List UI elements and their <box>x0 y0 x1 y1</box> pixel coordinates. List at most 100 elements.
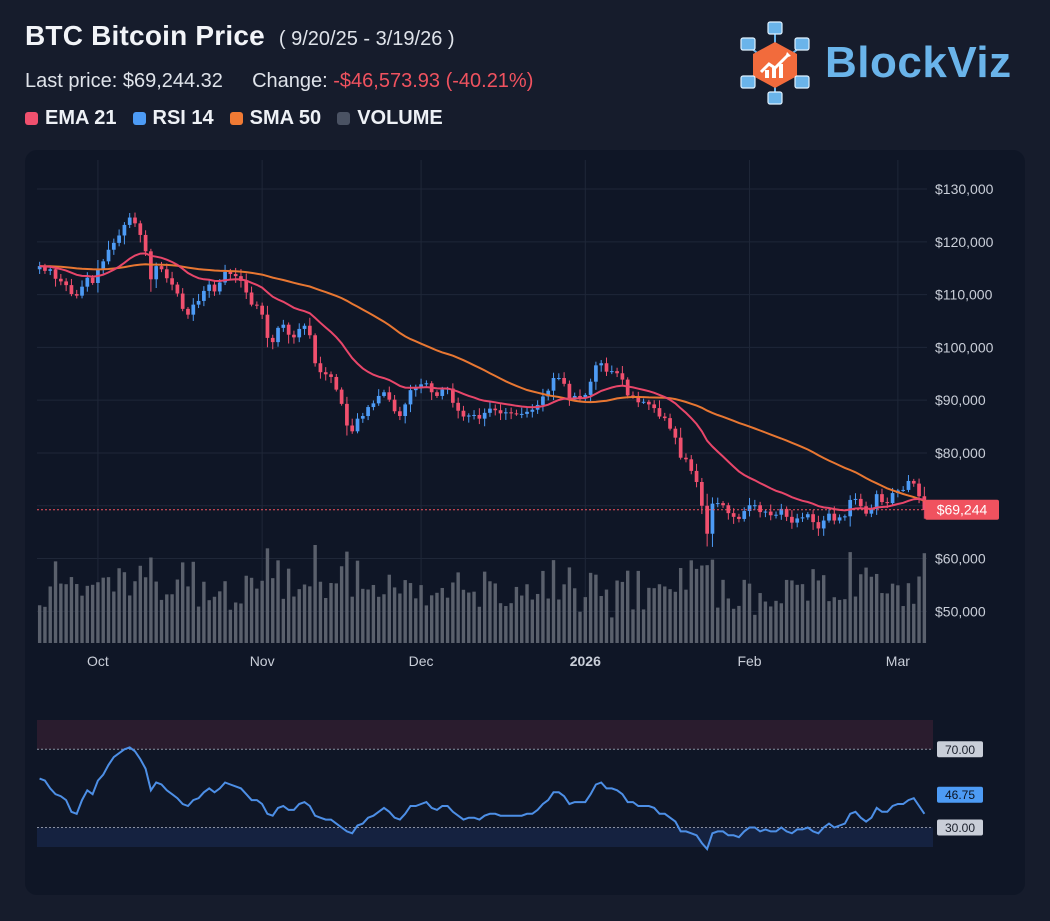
volume-bar <box>424 605 429 643</box>
volume-bar <box>101 577 105 643</box>
volume-bar <box>657 584 662 643</box>
candle-body <box>737 516 741 519</box>
volume-bar <box>53 561 58 643</box>
x-tick-label: Dec <box>409 653 434 669</box>
candle-body <box>721 503 725 506</box>
candle-body <box>85 277 90 287</box>
volume-bar <box>922 553 927 643</box>
candle-body <box>906 480 911 490</box>
candle-body <box>662 416 667 419</box>
x-tick-label: Feb <box>737 653 761 669</box>
logo-wordmark: BlockViz <box>825 38 1012 88</box>
candle-body <box>440 389 445 396</box>
candle-body <box>546 390 551 397</box>
rsi-70-tag-label: 70.00 <box>945 743 975 757</box>
candle-body <box>53 269 58 279</box>
volume-bar <box>668 589 672 643</box>
logo-text: BlockViz <box>825 38 1012 87</box>
volume-bar <box>588 572 593 643</box>
volume-bar <box>90 584 95 643</box>
candle-body <box>276 327 280 343</box>
volume-bar <box>694 568 699 643</box>
volume-bar <box>451 582 455 643</box>
volume-bar <box>472 591 476 643</box>
volume-bar <box>869 576 874 643</box>
candle-body <box>58 278 63 282</box>
candle-body <box>281 324 286 328</box>
candle-body <box>175 284 180 294</box>
volume-bar <box>59 583 63 643</box>
volume-bar <box>557 599 561 643</box>
candle-body <box>901 489 906 491</box>
candle-body <box>80 286 84 296</box>
volume-bar <box>302 584 307 643</box>
candle-body <box>435 392 439 396</box>
legend-label-rsi: RSI 14 <box>152 107 214 129</box>
candle-body <box>355 418 360 432</box>
candle-body <box>318 363 323 373</box>
price-chart[interactable]: $130,000 $120,000 $110,000 $100,000 $90,000 $… <box>25 150 1025 895</box>
volume-bar <box>212 596 217 643</box>
candlesticks <box>37 212 927 547</box>
legend-swatch-rsi <box>132 112 146 125</box>
volume-bar <box>467 592 471 643</box>
legend-item-ema: EMA 21 <box>25 107 117 130</box>
candle-body <box>758 505 762 513</box>
volume-bar <box>615 580 619 643</box>
volume-bar <box>239 603 243 643</box>
y-tick-label: $130,000 <box>935 181 994 197</box>
volume-bar <box>387 574 391 643</box>
candle-body <box>334 376 339 390</box>
volume-bar <box>769 606 773 643</box>
candle-body <box>541 396 545 405</box>
candle-body <box>233 274 238 277</box>
rsi-panel: 70.00 30.00 46.75 <box>37 720 983 851</box>
candle-body <box>254 304 259 306</box>
candle-body <box>345 403 349 426</box>
candle-body <box>509 412 513 414</box>
candle-body <box>493 408 498 411</box>
ema-21-line <box>39 252 925 512</box>
candle-body <box>832 513 837 521</box>
candle-body <box>519 413 524 415</box>
volume-bar <box>223 581 227 643</box>
candle-body <box>805 514 810 518</box>
volume-bar <box>37 605 42 643</box>
candle-body <box>774 514 778 516</box>
volume-bar <box>806 600 810 643</box>
candle-body <box>382 392 386 396</box>
volume-bar <box>710 559 715 643</box>
volume-bar <box>790 580 794 643</box>
candle-body <box>37 266 42 270</box>
candle-body <box>133 217 137 224</box>
candle-body <box>636 395 641 403</box>
x-tick-label: Nov <box>250 653 275 669</box>
volume-bar <box>573 588 577 643</box>
volume-bar <box>218 591 222 643</box>
candle-body <box>456 402 461 411</box>
volume-bar <box>361 588 365 643</box>
candle-body <box>583 394 588 398</box>
volume-bar <box>355 560 360 643</box>
blockviz-logo: BlockViz <box>735 20 1012 106</box>
candle-body <box>768 511 773 516</box>
candle-body <box>48 269 53 271</box>
volume-bar <box>546 598 550 643</box>
legend-swatch-sma <box>229 112 243 125</box>
candle-body <box>715 503 720 505</box>
candle-body <box>620 373 625 380</box>
candle-body <box>599 363 604 366</box>
volume-bar <box>578 611 582 643</box>
rsi-last-tag <box>937 786 983 803</box>
y-tick-label: $60,000 <box>935 551 986 567</box>
volume-bar <box>435 592 439 643</box>
volume-bar <box>859 574 863 643</box>
volume-bar <box>117 568 121 643</box>
candle-body <box>752 505 757 507</box>
candle-body <box>164 269 169 279</box>
volume-bar <box>843 599 847 643</box>
candle-body <box>790 516 794 523</box>
candle-body <box>652 404 657 409</box>
candle-body <box>466 415 471 417</box>
volume-bar <box>620 581 625 643</box>
